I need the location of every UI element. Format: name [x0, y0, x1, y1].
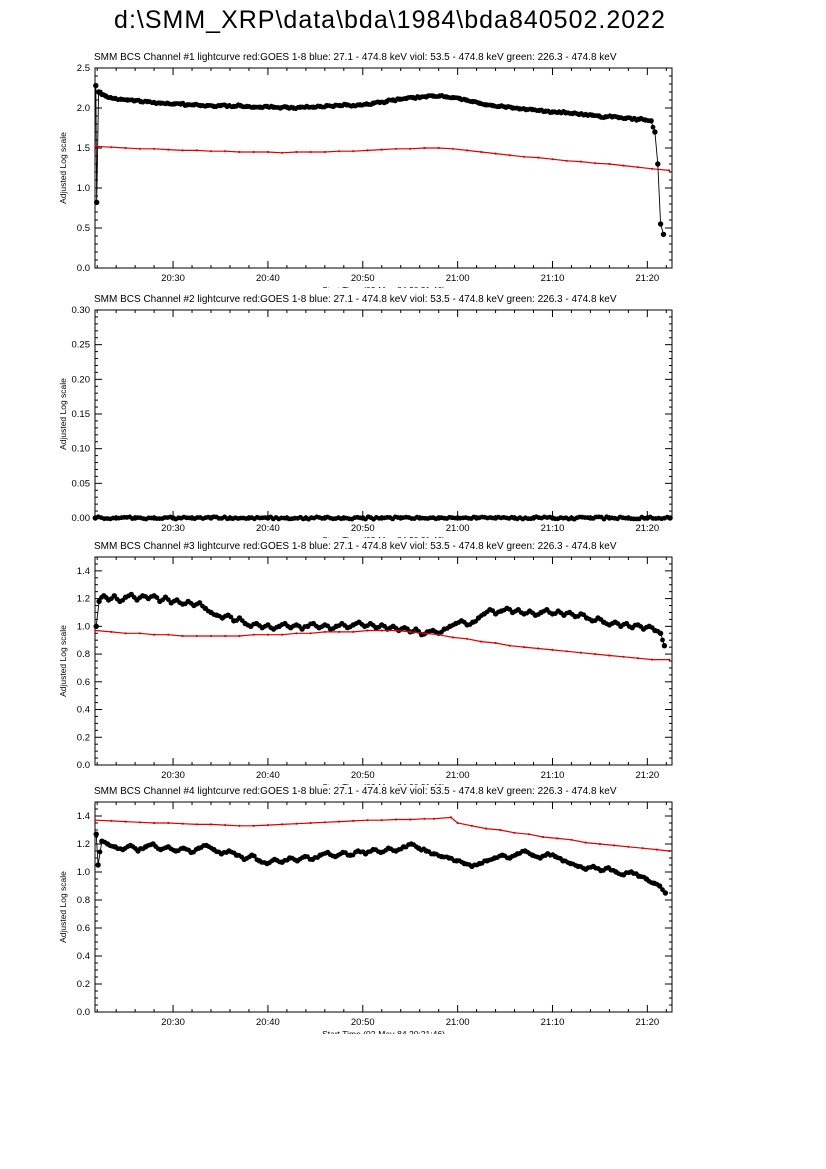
- chart-panel-2: 20:30 20:40 20:50 21:00 21:10 21:20 0.00 0.05 0.…: [0, 276, 826, 538]
- x-tick-label: 20:40: [256, 770, 280, 781]
- chart-panel-1: 20:30 20:40 20:50 21:00 21:10 21:20 0.0 0.5 1.0 1…: [0, 36, 826, 288]
- x-tick-label: 21:10: [541, 523, 565, 534]
- x-tick-label: 21:20: [635, 1017, 659, 1028]
- x-tick-label: 20:30: [161, 770, 185, 781]
- chart-panel-3: 20:30 20:40 20:50 21:00 21:10 21:20 0.0 0.2 0.4 0…: [0, 523, 826, 785]
- y-tick-label: 0.8: [77, 649, 90, 660]
- x-tick-label: 21:00: [446, 1017, 470, 1028]
- y-tick-label: 1.5: [77, 143, 90, 154]
- x-axis-label: Start Time (02-May-84 20:21:46): [322, 1029, 445, 1034]
- y-tick-label: 1.4: [77, 566, 90, 577]
- channel-4-red-series: [94, 816, 671, 853]
- x-tick-label: 20:40: [256, 1017, 280, 1028]
- x-axis-label: Start Time (02-May-84 20:21:46): [322, 535, 445, 538]
- y-tick-label: 0.15: [72, 409, 91, 420]
- x-tick-label: 21:10: [541, 273, 565, 284]
- y-tick-label: 1.0: [77, 867, 90, 878]
- y-tick-label: 0.5: [77, 223, 90, 234]
- axes: [94, 67, 673, 269]
- y-tick-label: 0.00: [72, 513, 91, 524]
- y-tick-label: 2.5: [77, 63, 90, 74]
- channel-4-black-series: [93, 831, 669, 896]
- page-title: d:\SMM_XRP\data\bda\1984\bda840502.2022: [114, 6, 666, 34]
- x-axis-label: Start Time (02-May-84 20:21:46): [322, 782, 445, 785]
- y-tick-label: 0.0: [77, 760, 90, 771]
- y-tick-label: 0.4: [77, 951, 90, 962]
- x-tick-label: 20:40: [256, 273, 280, 284]
- axes: [94, 556, 673, 766]
- channel-2-black-series: [92, 514, 673, 522]
- y-tick-label: 1.4: [77, 811, 90, 822]
- channel-2-lightcurve-chart: 20:30 20:40 20:50 21:00 21:10 21:20 0.00 0.05 0.…: [58, 294, 673, 538]
- y-tick-label: 0.4: [77, 705, 90, 716]
- x-tick-label: 20:50: [351, 1017, 375, 1028]
- x-tick-label: 21:10: [541, 770, 565, 781]
- x-tick-label: 20:30: [161, 523, 185, 534]
- x-tick-label: 20:30: [161, 273, 185, 284]
- y-tick-label: 1.0: [77, 183, 90, 194]
- x-tick-label: 20:50: [351, 523, 375, 534]
- y-axis-label: Adjusted Log scale: [58, 378, 68, 450]
- x-tick-label: 21:00: [446, 523, 470, 534]
- x-tick-label: 20:50: [351, 273, 375, 284]
- y-tick-label: 0.30: [72, 305, 91, 316]
- y-tick-label: 0.0: [77, 263, 90, 274]
- x-tick-label: 20:40: [256, 523, 280, 534]
- axes: [94, 309, 673, 519]
- panel-title: SMM BCS Channel #3 lightcurve red:GOES 1…: [94, 541, 617, 552]
- y-tick-label: 1.0: [77, 621, 90, 632]
- y-tick-label: 1.2: [77, 594, 90, 605]
- y-tick-label: 0.6: [77, 677, 90, 688]
- y-tick-label: 0.8: [77, 895, 90, 906]
- x-axis-label: Start Time (02-May-84 20:21:46): [322, 285, 445, 288]
- y-axis-label: Adjusted Log scale: [58, 132, 68, 204]
- channel-1-red-series: [94, 145, 671, 172]
- channel-1-black-series: [93, 82, 667, 238]
- x-tick-label: 21:10: [541, 1017, 565, 1028]
- panel-title: SMM BCS Channel #4 lightcurve red:GOES 1…: [94, 786, 617, 797]
- channel-4-lightcurve-chart: 20:30 20:40 20:50 21:00 21:10 21:20 0.0 0.2 0.4 0…: [58, 786, 673, 1034]
- y-tick-label: 0.2: [77, 979, 90, 990]
- y-axis-label: Adjusted Log scale: [58, 871, 68, 943]
- x-tick-label: 21:00: [446, 273, 470, 284]
- y-tick-label: 0.0: [77, 1007, 90, 1018]
- x-tick-label: 20:50: [351, 770, 375, 781]
- y-tick-label: 0.25: [72, 340, 91, 351]
- x-tick-label: 21:20: [635, 273, 659, 284]
- x-tick-label: 20:30: [161, 1017, 185, 1028]
- x-tick-label: 21:20: [635, 523, 659, 534]
- panel-title: SMM BCS Channel #2 lightcurve red:GOES 1…: [94, 294, 617, 305]
- x-tick-label: 21:00: [446, 770, 470, 781]
- channel-3-black-series: [93, 591, 668, 649]
- chart-panel-4: 20:30 20:40 20:50 21:00 21:10 21:20 0.0 0.2 0.4 0…: [0, 768, 826, 1034]
- y-tick-label: 0.10: [72, 444, 91, 455]
- panel-title: SMM BCS Channel #1 lightcurve red:GOES 1…: [94, 52, 617, 63]
- axes: [94, 801, 673, 1013]
- x-tick-label: 21:20: [635, 770, 659, 781]
- y-axis-label: Adjusted Log scale: [58, 625, 68, 697]
- channel-1-lightcurve-chart: 20:30 20:40 20:50 21:00 21:10 21:20 0.0 0.5 1.0 1…: [58, 52, 673, 288]
- y-tick-label: 0.6: [77, 923, 90, 934]
- y-tick-label: 0.20: [72, 374, 91, 385]
- y-tick-label: 1.2: [77, 839, 90, 850]
- y-tick-label: 0.2: [77, 732, 90, 743]
- y-tick-label: 0.05: [72, 478, 91, 489]
- channel-3-red-series: [94, 629, 671, 661]
- channel-3-lightcurve-chart: 20:30 20:40 20:50 21:00 21:10 21:20 0.0 0.2 0.4 0…: [58, 541, 673, 785]
- y-tick-label: 2.0: [77, 103, 90, 114]
